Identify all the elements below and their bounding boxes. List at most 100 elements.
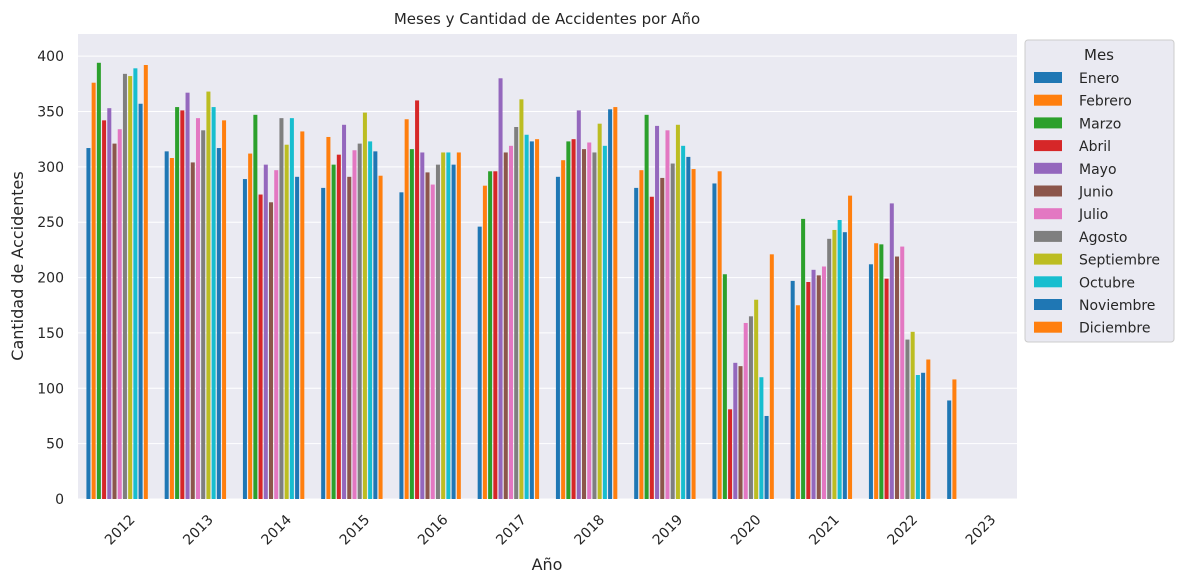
bar [493, 171, 498, 500]
y-tick-label: 50 [46, 437, 64, 453]
bar [409, 149, 414, 499]
bar [425, 172, 430, 499]
bar [263, 164, 268, 499]
bar [561, 160, 566, 499]
bar [748, 316, 753, 499]
bar [300, 131, 305, 499]
bar [576, 110, 581, 500]
bar [555, 176, 560, 500]
bar [258, 194, 263, 500]
bar [884, 278, 889, 499]
legend-swatch [1034, 276, 1062, 288]
legend-swatch [1034, 253, 1062, 265]
bar [503, 152, 508, 499]
bar [816, 275, 821, 499]
bar [592, 152, 597, 499]
bar [404, 119, 409, 499]
legend-box [1024, 39, 1175, 343]
bar [670, 163, 675, 500]
chart-title: Meses y Cantidad de Accidentes por Año [394, 10, 700, 28]
x-tick-label: 2017 [493, 512, 530, 549]
bar [206, 91, 211, 500]
bar [717, 171, 722, 500]
bar [952, 379, 957, 499]
bars [86, 62, 957, 500]
bar [895, 256, 900, 499]
bar [769, 254, 774, 499]
legend-label: Julio [1078, 207, 1108, 223]
bar [738, 366, 743, 499]
bar [889, 203, 894, 499]
legend-label: Octubre [1079, 275, 1135, 291]
bar [190, 162, 195, 499]
bar [514, 127, 519, 499]
bar [180, 110, 185, 500]
y-tick-label: 200 [37, 271, 64, 287]
bar [91, 82, 96, 499]
bar [733, 362, 738, 499]
bar [482, 185, 487, 499]
legend-label: Marzo [1079, 116, 1121, 132]
bar [336, 154, 341, 499]
x-tick-label: 2012 [102, 512, 139, 549]
bar [915, 375, 920, 499]
bar [362, 112, 367, 499]
x-tick-label: 2018 [572, 512, 609, 549]
legend-label: Febrero [1079, 94, 1132, 110]
legend-swatch [1034, 117, 1062, 129]
bar [102, 120, 107, 499]
legend-swatch [1034, 72, 1062, 83]
bar [242, 179, 247, 500]
bar [86, 148, 91, 500]
bar [837, 220, 842, 499]
bar [488, 171, 493, 500]
y-tick-label: 250 [37, 215, 64, 231]
legend-swatch [1034, 185, 1062, 197]
bar [441, 152, 446, 499]
bar [910, 331, 915, 499]
bar [201, 130, 206, 500]
bar [143, 65, 148, 499]
bar [435, 164, 440, 499]
bar [686, 156, 691, 499]
bar [321, 187, 326, 499]
bar [868, 264, 873, 499]
bar [529, 141, 534, 499]
legend-label: Mayo [1079, 162, 1117, 178]
bar [373, 151, 378, 499]
bar [498, 78, 503, 500]
bar [185, 92, 190, 499]
legend-label: Noviembre [1079, 298, 1155, 314]
bar [331, 164, 336, 499]
legend-swatch [1034, 140, 1062, 152]
bar [524, 134, 529, 499]
bar [764, 415, 769, 499]
bar [133, 68, 138, 500]
bar [378, 175, 383, 499]
bar [691, 169, 696, 500]
bar [921, 372, 926, 499]
x-tick-label: 2021 [806, 512, 843, 549]
y-tick-label: 150 [37, 326, 64, 342]
bar [112, 143, 117, 499]
bar [279, 118, 284, 500]
bar [415, 100, 420, 499]
bar [587, 142, 592, 499]
y-tick-labels: 0 50 100 150 200 250 300 350 400 [37, 49, 64, 508]
bar [900, 246, 905, 499]
bar [832, 229, 837, 499]
bar [582, 149, 587, 499]
legend-title: Mes [1084, 46, 1114, 64]
bar [289, 118, 294, 500]
x-tick-label: 2023 [963, 512, 1000, 549]
legend: Mes Enero Febrero Marzo Abril Mayo Junio Julio… [1024, 39, 1175, 343]
bar [357, 143, 362, 499]
bar [535, 139, 540, 499]
bar [352, 150, 357, 499]
bar [342, 124, 347, 500]
bar [138, 103, 143, 499]
bar [175, 107, 180, 500]
bar [211, 107, 216, 500]
grid-lines [78, 55, 1017, 500]
